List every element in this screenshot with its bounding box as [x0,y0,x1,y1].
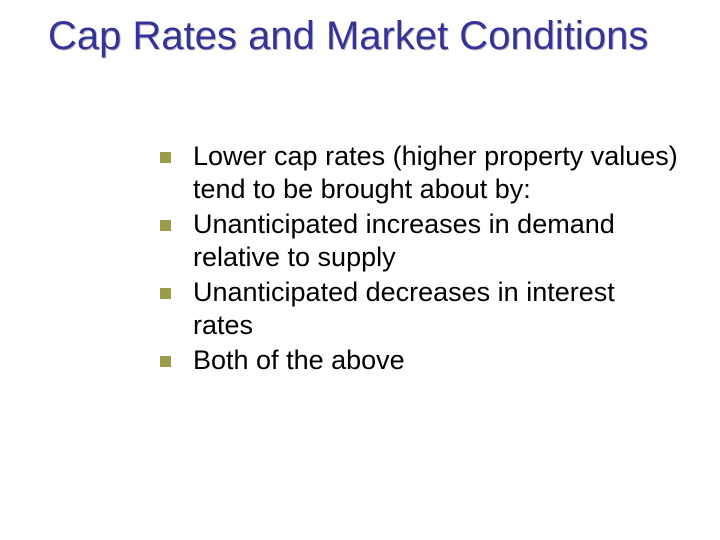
bullet-text: Unanticipated increases in demand relati… [193,208,680,274]
slide-title: Cap Rates and Market Conditions [48,12,668,60]
list-item: Both of the above [160,344,680,377]
list-item: Unanticipated decreases in interest rate… [160,276,680,342]
list-item: Unanticipated increases in demand relati… [160,208,680,274]
list-item: Lower cap rates (higher property values)… [160,140,680,206]
bullet-icon [160,288,171,299]
bullet-icon [160,152,171,163]
bullet-text: Unanticipated decreases in interest rate… [193,276,680,342]
slide: Cap Rates and Market Conditions Lower ca… [0,0,720,540]
slide-body: Lower cap rates (higher property values)… [160,140,680,379]
bullet-icon [160,356,171,367]
bullet-text: Lower cap rates (higher property values)… [193,140,680,206]
bullet-text: Both of the above [193,344,680,377]
bullet-icon [160,220,171,231]
